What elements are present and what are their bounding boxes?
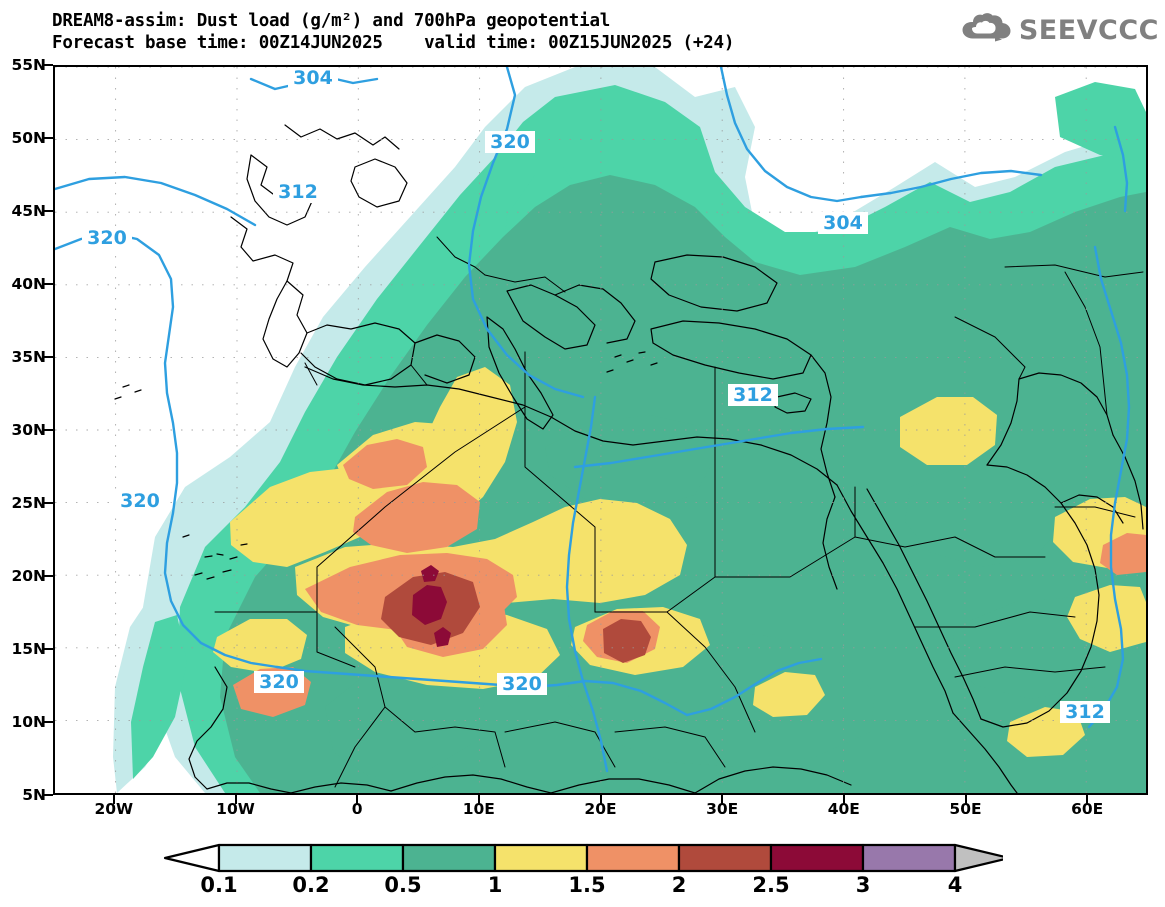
colorbar-level-label: 3 bbox=[855, 873, 871, 897]
contour-label: 312 bbox=[278, 181, 318, 203]
colorbar-level-label: 2 bbox=[671, 873, 687, 897]
y-axis-tick-mark bbox=[44, 502, 53, 504]
y-axis-tick-label: 40N bbox=[11, 275, 46, 293]
contour-label-group: 304 320 312 320 304 312 320 320 bbox=[82, 67, 1110, 723]
y-axis-tick-label: 10N bbox=[11, 713, 46, 731]
y-axis-tick-label: 5N bbox=[22, 786, 46, 804]
x-axis-tick-mark bbox=[842, 795, 845, 804]
x-axis-tick-label: 0 bbox=[351, 800, 363, 818]
seevccc-logo: SEEVCCC bbox=[959, 12, 1159, 48]
x-axis-tick-mark bbox=[234, 795, 237, 804]
x-axis-tick-mark bbox=[599, 795, 602, 804]
contour-label: 320 bbox=[259, 671, 299, 693]
colorbar-swatches bbox=[163, 843, 1003, 873]
contour-label: 320 bbox=[120, 490, 160, 512]
y-axis-tick-mark bbox=[44, 721, 53, 723]
forecast-time-subtitle: Forecast base time: 00Z14JUN2025 valid t… bbox=[52, 33, 735, 53]
contour-label: 304 bbox=[293, 67, 333, 89]
colorbar-under-arrow bbox=[163, 843, 221, 873]
cloud-icon bbox=[962, 13, 1011, 42]
x-axis-tick-mark bbox=[721, 795, 724, 804]
x-axis-tick-mark bbox=[477, 795, 480, 804]
contour-label: 312 bbox=[1065, 701, 1105, 723]
y-axis-tick-label: 30N bbox=[11, 421, 46, 439]
y-axis-tick-mark bbox=[44, 429, 53, 431]
colorbar-band bbox=[309, 843, 405, 873]
y-axis-tick-mark bbox=[44, 648, 53, 650]
contour-label: 320 bbox=[87, 227, 127, 249]
y-axis-tick-mark bbox=[44, 210, 53, 212]
dust-load-map: 304 320 312 320 304 312 320 320 bbox=[55, 67, 1146, 793]
colorbar-level-label: 2.5 bbox=[752, 873, 790, 897]
colorbar-level-label: 0.5 bbox=[384, 873, 422, 897]
x-axis-tick-mark bbox=[112, 795, 115, 804]
x-axis-tick-mark bbox=[356, 795, 359, 804]
colorbar-band bbox=[401, 843, 497, 873]
y-axis-tick-mark bbox=[44, 575, 53, 577]
contour-label: 320 bbox=[490, 131, 530, 153]
colorbar-band bbox=[769, 843, 865, 873]
logo-text: SEEVCCC bbox=[1018, 14, 1159, 46]
colorbar-band bbox=[861, 843, 957, 873]
y-axis-tick-label: 45N bbox=[11, 202, 46, 220]
y-axis-tick-mark bbox=[44, 283, 53, 285]
colorbar-over-arrow bbox=[953, 843, 1003, 873]
coastline-layer bbox=[114, 124, 1144, 793]
colorbar-level-label: 4 bbox=[947, 873, 963, 897]
y-axis-tick-label: 50N bbox=[11, 129, 46, 147]
colorbar-level-label: 0.1 bbox=[200, 873, 238, 897]
x-axis-tick-label: 60E bbox=[1071, 800, 1104, 818]
y-axis-tick-label: 25N bbox=[11, 494, 46, 512]
x-axis-tick-label: 10W bbox=[216, 800, 255, 818]
colorbar-band bbox=[493, 843, 589, 873]
x-axis-tick-mark bbox=[964, 795, 967, 804]
colorbar-level-label: 0.2 bbox=[292, 873, 330, 897]
colorbar-band bbox=[585, 843, 681, 873]
colorbar-level-label: 1 bbox=[487, 873, 503, 897]
y-axis-tick-mark bbox=[44, 137, 53, 139]
x-axis-tick-label: 40E bbox=[827, 800, 860, 818]
y-axis-tick-mark bbox=[44, 64, 53, 66]
page-title: DREAM8-assim: Dust load (g/m²) and 700hP… bbox=[52, 11, 611, 31]
map-plot-area: 304 320 312 320 304 312 320 320 bbox=[53, 65, 1148, 795]
y-axis-tick-label: 20N bbox=[11, 567, 46, 585]
x-axis-tick-label: 10E bbox=[462, 800, 495, 818]
colorbar: 0.1 0.2 0.5 1 1.5 2 2.5 3 4 bbox=[0, 843, 1165, 907]
colorbar-band bbox=[677, 843, 773, 873]
colorbar-level-label: 1.5 bbox=[568, 873, 606, 897]
contour-label: 312 bbox=[733, 384, 773, 406]
x-axis-tick-label: 20W bbox=[94, 800, 134, 818]
y-axis-tick-mark bbox=[44, 794, 53, 796]
y-axis-tick-label: 15N bbox=[11, 640, 46, 658]
x-axis-tick-label: 30E bbox=[706, 800, 739, 818]
x-axis-tick-label: 20E bbox=[584, 800, 617, 818]
header: DREAM8-assim: Dust load (g/m²) and 700hP… bbox=[0, 0, 1165, 62]
y-axis-tick-label: 55N bbox=[11, 56, 46, 74]
x-axis-tick-label: 50E bbox=[949, 800, 982, 818]
dust-contour-fill bbox=[113, 67, 1146, 793]
colorbar-band bbox=[217, 843, 313, 873]
geopotential-contours bbox=[55, 67, 1131, 773]
y-axis-tick-mark bbox=[44, 356, 53, 358]
x-axis-tick-mark bbox=[1086, 795, 1089, 804]
y-axis-tick-label: 35N bbox=[11, 348, 46, 366]
contour-label: 304 bbox=[823, 212, 863, 234]
contour-label: 320 bbox=[502, 673, 542, 695]
